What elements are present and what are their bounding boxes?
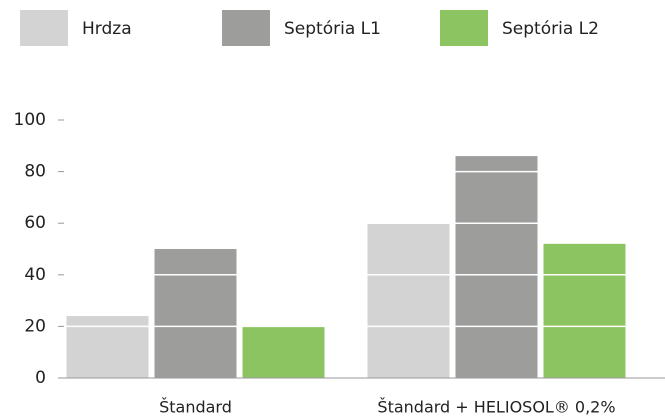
x-tick-label: Štandard — [159, 398, 232, 417]
legend-swatch — [440, 10, 488, 46]
bar — [543, 243, 626, 378]
legend-label: Septória L2 — [502, 19, 599, 39]
y-tick-label: 100 — [14, 110, 46, 130]
x-tick-label: Štandard + HELIOSOL® 0,2% — [377, 398, 615, 417]
legend-label: Septória L1 — [284, 19, 381, 39]
y-tick-label: 80 — [24, 162, 46, 182]
bar — [455, 156, 538, 378]
bar — [242, 326, 325, 378]
legend-label: Hrdza — [82, 19, 132, 39]
legend-swatch — [20, 10, 68, 46]
y-tick-label: 0 — [35, 368, 46, 388]
y-tick-label: 20 — [24, 316, 46, 336]
y-tick-label: 40 — [24, 265, 46, 285]
bar — [66, 316, 149, 378]
legend-swatch — [222, 10, 270, 46]
bar — [367, 223, 450, 378]
bar — [154, 249, 237, 378]
y-tick-label: 60 — [24, 213, 46, 233]
